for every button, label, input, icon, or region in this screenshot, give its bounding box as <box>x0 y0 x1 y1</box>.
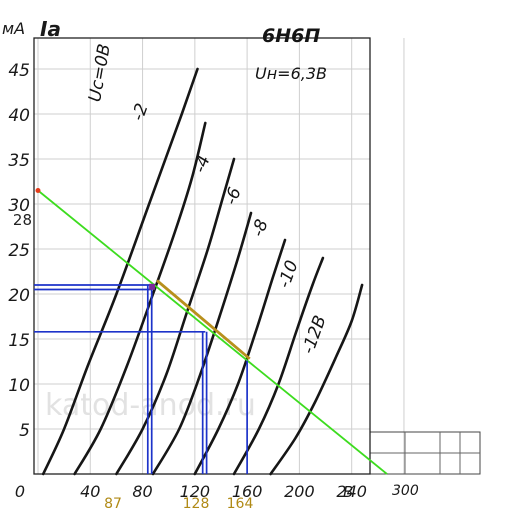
curve-label-2: -4 <box>190 153 215 176</box>
load-line <box>37 189 388 475</box>
load-line-start-point <box>35 188 41 193</box>
y-tick-label-20: 20 <box>8 286 30 306</box>
x-axis-unit: В <box>343 483 353 501</box>
y-tick-label-30: 30 <box>8 196 30 216</box>
curve-6 <box>151 211 253 476</box>
y-axis-symbol: Iа <box>40 17 61 41</box>
y-tick-label-45: 45 <box>8 61 30 81</box>
curve-10 <box>232 256 325 476</box>
curve-8 <box>193 238 287 476</box>
watermark: katod-anod.ru <box>45 388 256 423</box>
curve-label-6: -12В <box>298 313 330 357</box>
op-point-marker <box>149 283 156 290</box>
heater-voltage: Uн=6,3В <box>255 64 327 83</box>
ticks: 5 10 15 20 25 30 35 40 45 0 40 80 120 160 200 240 <box>8 61 367 501</box>
curve-0 <box>41 67 199 476</box>
y-tick-label-15: 15 <box>8 331 30 351</box>
y-axis-unit: мА <box>2 19 25 38</box>
x-extra-tick-300: 300 <box>392 483 419 499</box>
curve-12 <box>269 283 364 476</box>
x-tick-label-240: 240 <box>336 482 367 501</box>
curve-label-0: Uс=0В <box>85 42 115 103</box>
grid <box>34 38 405 475</box>
y-tick-label-35: 35 <box>8 151 30 171</box>
side-label-28: 28 <box>13 211 32 229</box>
operating-segment <box>156 279 251 360</box>
x-tick-label-40: 40 <box>80 482 100 501</box>
y-tick-label-25: 25 <box>8 241 30 261</box>
y-tick-label-10: 10 <box>8 376 30 396</box>
op-label-87: 87 <box>104 496 122 512</box>
curve-2 <box>73 121 207 476</box>
y-tick-label-5: 5 <box>19 421 30 441</box>
x-tick-label-200: 200 <box>284 482 315 501</box>
x-tick-label-160: 160 <box>232 482 263 501</box>
overlays: 87 128 164 <box>34 188 388 512</box>
x-tick-label-120: 120 <box>180 482 211 501</box>
curve-4 <box>115 157 236 476</box>
op-label-164: 164 <box>227 496 254 512</box>
curve-label-4: -8 <box>248 217 273 240</box>
x-tick-label-0: 0 <box>15 482 25 501</box>
x-tick-label-80: 80 <box>132 482 152 501</box>
curve-label-3: -6 <box>221 185 246 208</box>
y-tick-label-40: 40 <box>8 106 30 126</box>
op-label-128: 128 <box>183 496 210 512</box>
extension-grid <box>369 431 481 475</box>
curve-label-1: -2 <box>128 101 153 124</box>
chart-title: 6Н6П <box>262 25 320 47</box>
